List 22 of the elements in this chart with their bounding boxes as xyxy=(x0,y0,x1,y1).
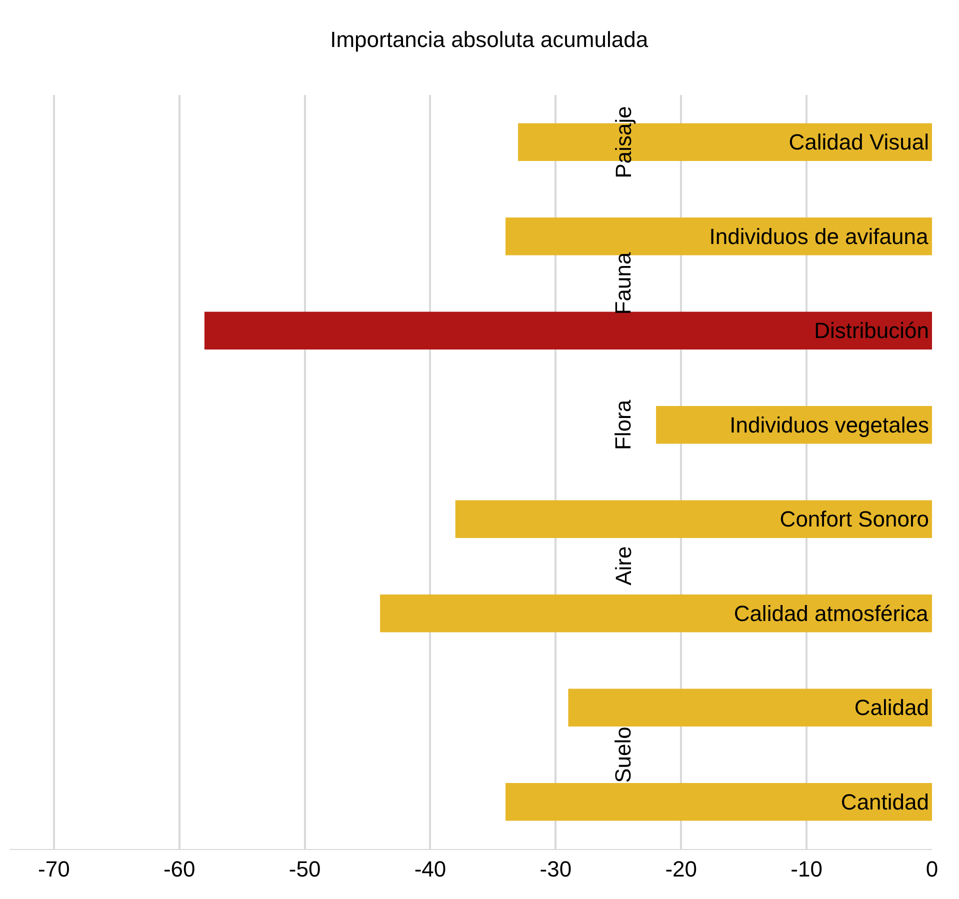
y-tick-label: Confort Sonoro xyxy=(780,506,929,532)
y-tick-label: Calidad Visual xyxy=(788,130,929,155)
x-tick-label: -30 xyxy=(540,856,572,882)
annotation: Suelo xyxy=(610,726,636,783)
x-tick-label: -20 xyxy=(665,856,698,882)
y-tick-label: Individuos vegetales xyxy=(730,412,929,438)
annotation: Aire xyxy=(610,546,636,586)
annotation: Paisaje xyxy=(611,106,636,178)
y-tick-label: Cantidad xyxy=(840,789,929,814)
x-tick-label: -10 xyxy=(790,856,822,882)
y-tick-label: Calidad atmosférica xyxy=(734,600,929,626)
x-tick-label: -60 xyxy=(163,856,196,882)
x-tick-label: -50 xyxy=(288,856,321,882)
y-tick-label: Individuos de avifauna xyxy=(709,224,929,249)
x-tick-label: -40 xyxy=(414,856,446,882)
annotation: Flora xyxy=(610,399,636,450)
chart-title: Importancia absoluta acumulada xyxy=(330,26,649,52)
y-tick-label: Distribución xyxy=(814,318,929,344)
x-tick-label: -70 xyxy=(38,856,70,882)
x-tick-label: 0 xyxy=(926,856,938,882)
annotation: Fauna xyxy=(610,251,636,315)
y-tick-label: Calidad xyxy=(854,695,929,720)
